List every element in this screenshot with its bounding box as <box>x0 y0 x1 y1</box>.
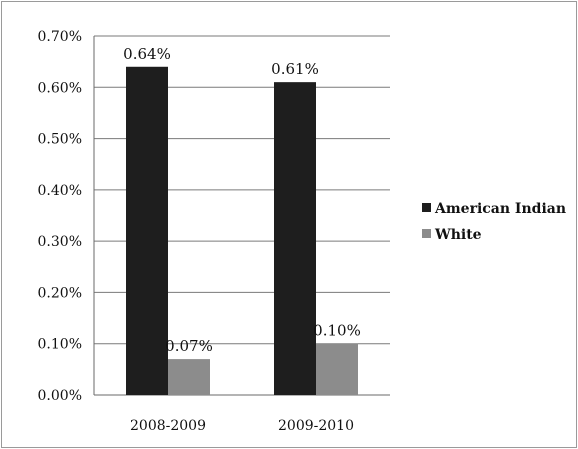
bar <box>168 359 210 395</box>
legend: American Indian White <box>422 201 566 243</box>
bars <box>126 66 358 396</box>
data-label: 0.61% <box>271 60 319 78</box>
legend-label: White <box>434 227 482 243</box>
legend-swatch <box>422 203 431 212</box>
y-tick-label: 0.00% <box>38 388 82 404</box>
bar <box>274 82 316 396</box>
y-tick-label: 0.60% <box>38 80 82 96</box>
axes: 0.00% 0.10% 0.20% 0.30% 0.40% 0.50% 0.60% 0.70%… <box>38 29 390 434</box>
y-tick-label: 0.40% <box>38 183 82 199</box>
data-label: 0.64% <box>123 45 171 63</box>
legend-label: American Indian <box>434 201 566 217</box>
y-tick-label: 0.70% <box>38 29 82 45</box>
y-tick-label: 0.10% <box>38 337 82 353</box>
bar <box>126 66 168 396</box>
x-category-label: 2009-2010 <box>278 418 354 434</box>
data-label: 0.07% <box>165 337 213 355</box>
bar <box>316 343 358 395</box>
y-tick-label: 0.20% <box>38 285 82 301</box>
y-tick-label: 0.30% <box>38 234 82 250</box>
data-labels: 0.64% 0.07% 0.61% 0.10% <box>123 45 361 355</box>
y-tick-label: 0.50% <box>38 132 82 148</box>
legend-swatch <box>422 229 431 238</box>
data-label: 0.10% <box>313 322 361 340</box>
x-category-label: 2008-2009 <box>130 418 206 434</box>
